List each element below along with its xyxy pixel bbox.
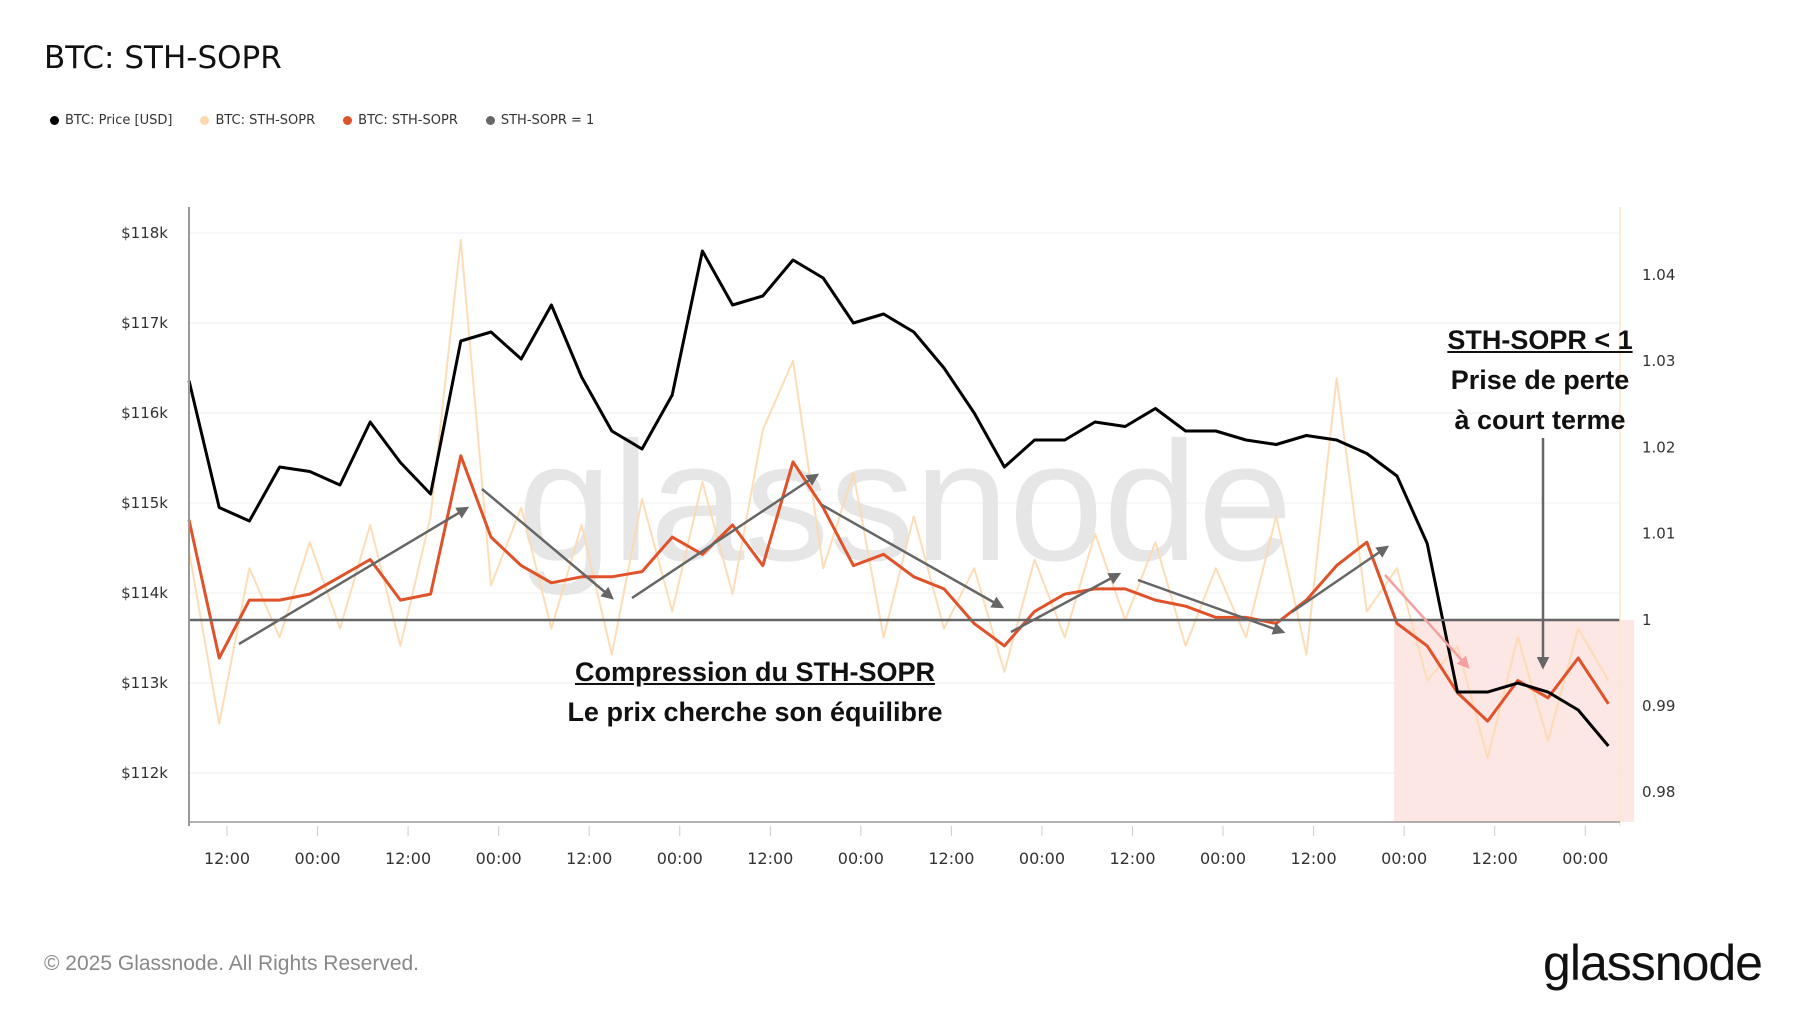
arrow-icon (481, 488, 614, 600)
legend-label: BTC: STH-SOPR (358, 113, 458, 128)
arrow-icon (238, 506, 470, 646)
arrow-icon (1384, 574, 1470, 669)
y-left-tick-label: $118k (121, 224, 168, 242)
x-tick-label: 12:00 (1291, 849, 1337, 868)
arrow-icon (1010, 572, 1122, 634)
y-left-tick-label: $116k (121, 404, 168, 422)
legend-label: BTC: Price [USD] (65, 113, 173, 128)
arrow-icon (821, 503, 1005, 609)
x-tick-label: 00:00 (476, 849, 522, 868)
arrow-icon (631, 473, 820, 600)
x-tick-label: 12:00 (747, 849, 793, 868)
legend-item-sopr-raw[interactable]: BTC: STH-SOPR (200, 113, 315, 128)
chart-title: BTC: STH-SOPR (44, 40, 282, 76)
ticks: $118k $117k $116k $115k $114k $113k $112k 1.04 1… (121, 224, 1675, 868)
legend-dot-icon (485, 116, 495, 125)
arrow-icon (1137, 578, 1286, 635)
y-right-tick-label: 0.99 (1642, 697, 1675, 715)
glassnode-logo: glassnode (1543, 935, 1763, 991)
annotation-subtitle: Le prix cherche son équilibre (567, 697, 943, 727)
x-tick-label: 12:00 (385, 849, 431, 868)
copyright: © 2025 Glassnode. All Rights Reserved. (44, 952, 420, 975)
annotation-line: à court terme (1454, 405, 1626, 435)
price-line (187, 249, 1610, 747)
y-left-tick-label: $115k (121, 494, 168, 512)
y-right-tick-label: 1.02 (1642, 438, 1675, 456)
y-right-tick-label: 1 (1642, 611, 1652, 629)
x-tick-label: 12:00 (1109, 849, 1155, 868)
sopr-smoothed-line (187, 454, 1610, 723)
x-tick-label: 00:00 (657, 849, 703, 868)
loss-annotation: STH-SOPR < 1 Prise de perte à court term… (1420, 320, 1660, 440)
arrow-icon (1291, 545, 1390, 614)
legend-item-price[interactable]: BTC: Price [USD] (50, 113, 172, 128)
y-left-tick-label: $112k (121, 764, 168, 782)
grid (189, 232, 1620, 774)
annotation-title: Compression du STH-SOPR (574, 657, 936, 687)
legend: BTC: Price [USD] BTC: STH-SOPR BTC: STH-… (50, 113, 594, 128)
x-tick-label: 12:00 (204, 849, 250, 868)
x-tick-label: 12:00 (1472, 849, 1518, 868)
y-left-tick-label: $117k (121, 314, 168, 332)
compression-annotation: Compression du STH-SOPR Le prix cherche … (530, 652, 980, 732)
legend-item-sopr-one[interactable]: STH-SOPR = 1 (485, 113, 595, 128)
annotation-title: STH-SOPR < 1 (1447, 325, 1633, 355)
x-tick-label: 00:00 (1562, 849, 1608, 868)
y-right-tick-label: 1.03 (1642, 352, 1675, 370)
x-tick-label: 12:00 (928, 849, 974, 868)
x-tick-label: 00:00 (294, 849, 340, 868)
annotation-line: Prise de perte (1450, 365, 1630, 395)
sopr-raw-line (188, 238, 1610, 760)
x-tick-label: 00:00 (1019, 849, 1065, 868)
legend-item-sopr-smooth[interactable]: BTC: STH-SOPR (343, 113, 458, 128)
x-tick-label: 12:00 (566, 849, 612, 868)
legend-label: BTC: STH-SOPR (215, 113, 316, 128)
legend-label: STH-SOPR = 1 (500, 113, 595, 128)
legend-dot-icon (50, 116, 59, 125)
legend-dot-icon (200, 116, 210, 125)
x-tick-label: 00:00 (1200, 849, 1246, 868)
x-tick-label: 00:00 (1381, 849, 1427, 868)
series-group (187, 238, 1610, 760)
legend-dot-icon (343, 116, 353, 125)
y-right-tick-label: 1.01 (1642, 525, 1675, 543)
y-right-tick-label: 0.98 (1642, 783, 1675, 801)
y-left-tick-label: $113k (121, 674, 168, 692)
x-tick-label: 00:00 (838, 849, 884, 868)
y-left-tick-label: $114k (121, 584, 168, 602)
trend-arrows (238, 438, 1550, 670)
y-right-tick-label: 1.04 (1642, 266, 1675, 284)
